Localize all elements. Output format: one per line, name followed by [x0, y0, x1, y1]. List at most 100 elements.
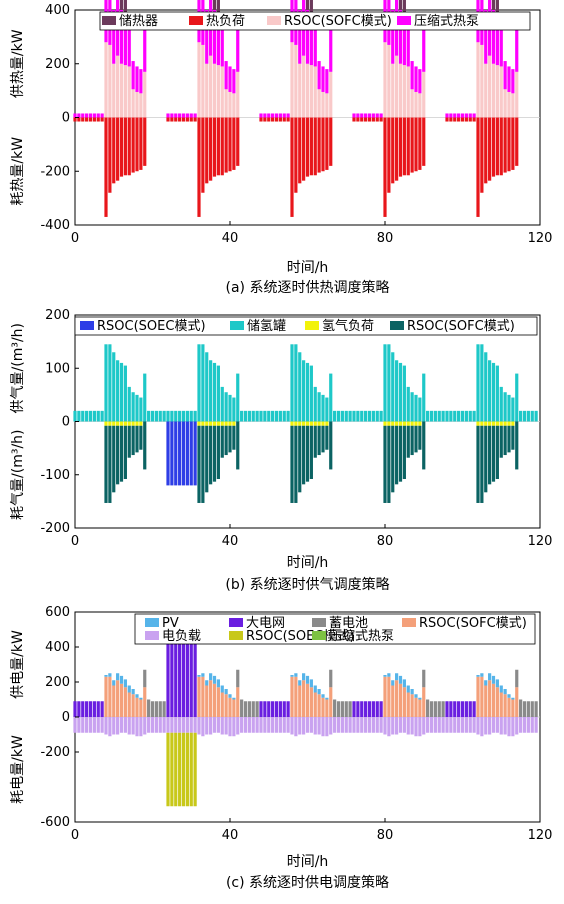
- bar--74: [360, 117, 364, 122]
- bar-RSOCSOEC-28: [181, 421, 186, 486]
- bar-RSOCSOEC-28: [181, 732, 186, 807]
- bar--50: [267, 701, 271, 717]
- bar--54: [282, 410, 286, 422]
- bar--88: [414, 421, 418, 426]
- bar--96: [445, 717, 449, 733]
- bar--60: [305, 362, 310, 422]
- bar-RSOCSOFC-104: [476, 42, 480, 118]
- legend: PV 大电网 蓄电池 RSOC(SOFC模式) 电负载 RSOC(SOEC模式)压缩式热泵: [134, 613, 536, 645]
- bar--63: [317, 392, 321, 422]
- bar-RSOCSOFC-38: [220, 692, 224, 717]
- bar--89: [418, 421, 422, 426]
- bar-RSOCSOFC-89: [418, 425, 422, 450]
- bar--60: [305, 10, 310, 64]
- x-tick-label: 40: [222, 534, 239, 549]
- bar-RSOCSOFC-57: [294, 676, 298, 717]
- bar--13: [123, 0, 127, 13]
- bar--100: [460, 113, 465, 118]
- bar--49: [263, 117, 267, 122]
- bar--30: [189, 113, 193, 118]
- y-tick-label: -400: [40, 218, 70, 233]
- legend-label: 电负载: [162, 629, 201, 644]
- bar--7: [100, 410, 104, 422]
- bar--31: [193, 117, 197, 122]
- bar-PV-57: [294, 673, 298, 677]
- bar--4: [88, 410, 93, 422]
- bar-RSOCSOFC-106: [484, 63, 488, 118]
- bar--19: [147, 410, 151, 422]
- bar--92: [429, 701, 434, 717]
- bar-RSOCSOFC-81: [387, 44, 391, 118]
- bar--64: [321, 394, 325, 422]
- bar--93: [433, 717, 437, 733]
- bar--80: [383, 421, 387, 426]
- bar--24: [166, 117, 170, 122]
- bar--48: [259, 717, 263, 733]
- bar-RSOCSOFC-65: [325, 699, 329, 717]
- bar--19: [147, 717, 151, 733]
- bar--72: [352, 117, 356, 122]
- bar--61: [309, 117, 313, 176]
- bar-RSOCSOFC-10: [112, 685, 116, 717]
- bar--72: [352, 717, 356, 733]
- bar-RSOCSOEC-31: [193, 421, 197, 486]
- bar--98: [453, 717, 457, 733]
- bar-RSOCSOFC-109: [495, 687, 499, 717]
- bar--110: [499, 386, 503, 422]
- bar-RSOCSOFC-34: [205, 63, 209, 118]
- bar--35: [209, 717, 213, 735]
- bar-RSOCSOFC-82: [391, 425, 395, 493]
- bar--90: [422, 669, 426, 688]
- bar--40: [228, 66, 232, 92]
- legend-swatch: [102, 16, 116, 25]
- y-tick-label: 400: [45, 3, 70, 18]
- bar--106: [484, 421, 488, 426]
- bar--38: [220, 717, 224, 735]
- bar--37: [216, 365, 220, 422]
- bar-RSOCSOFC-60: [305, 425, 310, 482]
- bar--5: [92, 117, 96, 122]
- bar--13: [123, 717, 127, 733]
- bar--84: [398, 362, 403, 422]
- bar--58: [298, 421, 302, 426]
- bar--2: [81, 113, 85, 118]
- bar--76: [367, 717, 372, 733]
- bar--109: [495, 12, 499, 66]
- bar--54: [282, 717, 286, 733]
- x-axis-label: 时间/h: [287, 555, 329, 571]
- bar--14: [127, 386, 131, 422]
- bar-RSOCSOEC-29: [185, 421, 189, 486]
- bar--115: [519, 410, 523, 422]
- bar-PV-112: [507, 694, 511, 698]
- bar-RSOCSOFC-57: [294, 44, 298, 118]
- bar--39: [224, 392, 228, 422]
- bar-RSOCSOFC-61: [309, 425, 313, 480]
- bar-PV-32: [197, 675, 201, 677]
- bar-RSOCSOFC-34: [205, 425, 209, 493]
- bar--18: [143, 26, 147, 72]
- bar--107: [488, 360, 492, 422]
- bar--7: [100, 113, 104, 118]
- x-axis-label: 时间/h: [287, 260, 329, 276]
- bar-PV-33: [201, 673, 205, 677]
- bar--38: [220, 386, 224, 422]
- bar--24: [166, 640, 170, 717]
- bar--72: [352, 113, 356, 118]
- bar-RSOCSOFC-88: [414, 91, 418, 118]
- bar-PV-84: [398, 675, 403, 684]
- bar--28: [181, 117, 186, 122]
- bar--12: [119, 362, 124, 422]
- bar--65: [325, 69, 329, 94]
- bar--87: [410, 117, 414, 173]
- bar--102: [468, 117, 472, 122]
- bar--80: [383, 117, 387, 217]
- bar--23: [162, 410, 166, 422]
- bar--82: [391, 421, 395, 426]
- bar--17: [139, 117, 143, 170]
- bar-RSOCSOFC-38: [220, 66, 224, 118]
- bar-RSOCSOEC-27: [178, 732, 182, 807]
- bar--43: [240, 699, 244, 717]
- bar--33: [201, 717, 205, 737]
- bar--69: [340, 410, 344, 422]
- legend-swatch: [267, 16, 281, 25]
